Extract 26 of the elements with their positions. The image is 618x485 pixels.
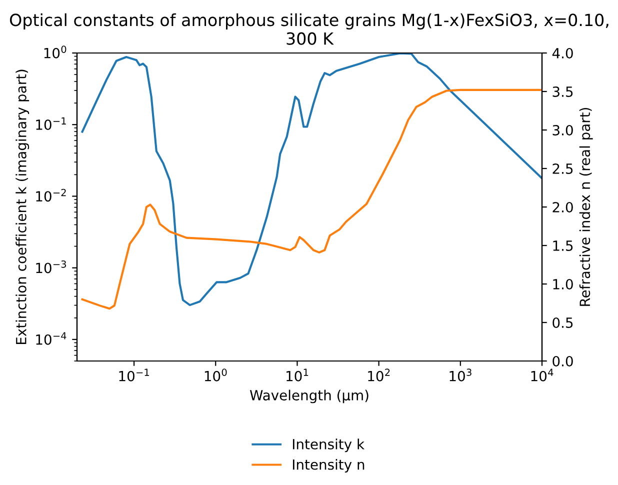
y2-tick-label: 1.0 [553,278,573,290]
y2-tick-label: 3.5 [552,86,573,97]
x-tick-label: 10$^{1}$ [286,368,308,382]
y2-tick-label: 2.0 [552,202,573,212]
x-tick-label: 10$^{3}$ [450,368,472,382]
legend-label: Intensity k [292,438,364,452]
x-tick-label: 10$^{−1}$ [119,368,149,382]
x-axis-title: Wavelength (μm) [250,390,368,404]
y-tick-label: 10$^{−4}$ [36,332,66,345]
y-tick-label: 10$^{−2}$ [36,188,66,202]
y2-tick-label: 2.5 [552,163,573,174]
x-tick-label: 10$^{0}$ [204,368,227,382]
y2-tick-label: 0.5 [552,317,573,328]
y-tick-label: 10$^{0}$ [44,46,66,58]
y-axis-title: Extinction coefficient k (imaginary part) [16,70,30,344]
x-tick-label: 10$^{2}$ [368,368,390,382]
y2-tick-label: 0.0 [552,356,573,366]
y2-tick-label: 1.5 [553,240,573,251]
y2-tick-label: 4.0 [552,48,573,58]
legend-label: Intensity n [292,459,364,472]
x-tick-label: 10$^{4}$ [531,368,554,382]
chart-title: Optical constants of amorphous silicate grains Mg(1-x)FexSiO3, x=0.10, 300 K [10,13,608,45]
y-tick-label: 10$^{−1}$ [36,117,66,130]
y2-tick-label: 3.0 [552,124,573,136]
y2-axis-title: Refractive index n (real part) [579,108,593,306]
y-tick-label: 10$^{−3}$ [36,260,66,274]
